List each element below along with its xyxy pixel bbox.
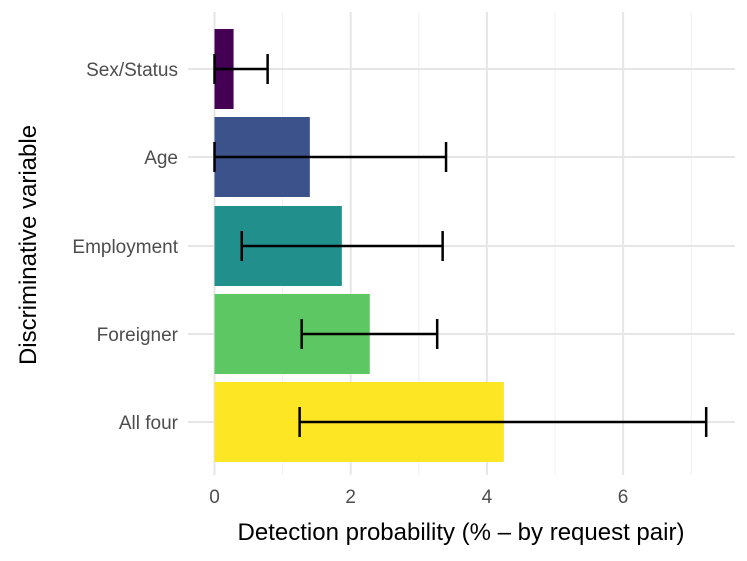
x-tick-label: 4: [482, 487, 493, 508]
y-tick-label: Sex/Status: [86, 60, 178, 81]
y-tick-labels: Sex/Status Age Employment Foreigner All four: [72, 60, 178, 434]
y-tick-label: Employment: [72, 237, 178, 258]
y-tick-label: All four: [119, 413, 179, 434]
x-tick-label: 2: [345, 487, 356, 508]
x-tick-label: 6: [618, 487, 629, 508]
x-axis-title: Detection probability (% – by request pa…: [238, 519, 685, 546]
x-tick-label: 0: [209, 487, 220, 508]
error-bars: [213, 54, 708, 437]
y-tick-label: Age: [144, 148, 178, 169]
y-tick-label: Foreigner: [97, 325, 179, 346]
x-tick-labels: 0 2 4 6: [209, 487, 628, 508]
y-axis-title: Discriminative variable: [15, 125, 42, 365]
